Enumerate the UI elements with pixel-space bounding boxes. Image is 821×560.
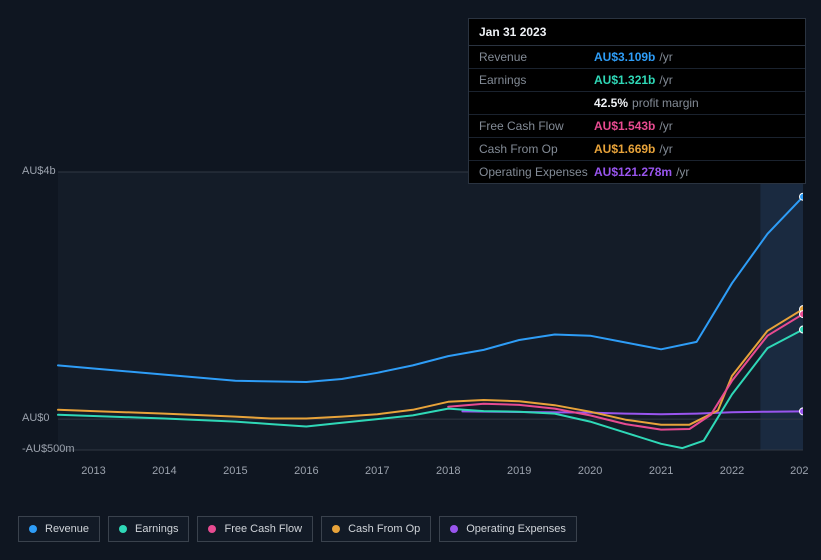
tooltip-label: Operating Expenses bbox=[479, 165, 594, 179]
legend-swatch bbox=[119, 525, 127, 533]
x-axis-label: 2018 bbox=[436, 465, 460, 477]
tooltip-value-wrap: AU$1.321b/yr bbox=[594, 73, 673, 87]
tooltip-value: AU$1.543b bbox=[594, 119, 655, 133]
series-endpoint-fcf bbox=[800, 311, 804, 318]
tooltip-label: Revenue bbox=[479, 50, 594, 64]
tooltip-value: AU$1.669b bbox=[594, 142, 655, 156]
x-axis-label: 2017 bbox=[365, 465, 389, 477]
legend-label: Cash From Op bbox=[348, 523, 420, 535]
chart-svg bbox=[18, 160, 803, 480]
legend-swatch bbox=[29, 525, 37, 533]
tooltip-row: 42.5% profit margin bbox=[469, 92, 805, 115]
tooltip-suffix: /yr bbox=[659, 50, 672, 64]
series-endpoint-earnings bbox=[800, 326, 804, 333]
tooltip-label bbox=[479, 96, 594, 110]
chart-area[interactable]: AU$4b AU$0 -AU$500m 2013 2014 2015 2016 2017 20… bbox=[18, 160, 803, 480]
x-axis-label: 2015 bbox=[223, 465, 247, 477]
legend-item-cfo[interactable]: Cash From Op bbox=[321, 516, 431, 542]
x-axis-label: 2022 bbox=[720, 465, 744, 477]
tooltip-row: EarningsAU$1.321b/yr bbox=[469, 69, 805, 92]
x-axis-label: 2014 bbox=[152, 465, 176, 477]
tooltip-label: Cash From Op bbox=[479, 142, 594, 156]
y-axis-label: -AU$500m bbox=[22, 443, 75, 455]
legend-item-earnings[interactable]: Earnings bbox=[108, 516, 189, 542]
x-axis-label: 2019 bbox=[507, 465, 531, 477]
tooltip-suffix: /yr bbox=[659, 73, 672, 87]
tooltip-value-wrap: AU$121.278m/yr bbox=[594, 165, 689, 179]
tooltip-row: Operating ExpensesAU$121.278m/yr bbox=[469, 161, 805, 183]
series-endpoint-revenue bbox=[800, 193, 804, 200]
y-axis-label: AU$0 bbox=[22, 412, 50, 424]
x-axis-label: 2013 bbox=[81, 465, 105, 477]
x-axis-label: 2020 bbox=[578, 465, 602, 477]
x-axis-label: 2016 bbox=[294, 465, 318, 477]
legend-swatch bbox=[208, 525, 216, 533]
tooltip-suffix: /yr bbox=[659, 142, 672, 156]
legend-item-fcf[interactable]: Free Cash Flow bbox=[197, 516, 313, 542]
legend: Revenue Earnings Free Cash Flow Cash From O… bbox=[18, 516, 577, 542]
tooltip-date: Jan 31 2023 bbox=[469, 19, 805, 46]
tooltip-label: Earnings bbox=[479, 73, 594, 87]
tooltip-value: AU$121.278m bbox=[594, 165, 672, 179]
tooltip-label: Free Cash Flow bbox=[479, 119, 594, 133]
tooltip-row: Free Cash FlowAU$1.543b/yr bbox=[469, 115, 805, 138]
tooltip-row: Cash From OpAU$1.669b/yr bbox=[469, 138, 805, 161]
chart-container: Jan 31 2023 RevenueAU$3.109b/yrEarningsA… bbox=[0, 0, 821, 560]
x-axis-label: 2021 bbox=[649, 465, 673, 477]
legend-label: Operating Expenses bbox=[466, 523, 566, 535]
tooltip-suffix: /yr bbox=[659, 119, 672, 133]
legend-label: Free Cash Flow bbox=[224, 523, 302, 535]
tooltip-value: AU$1.321b bbox=[594, 73, 655, 87]
tooltip-value-wrap: AU$1.669b/yr bbox=[594, 142, 673, 156]
tooltip-suffix: /yr bbox=[676, 165, 689, 179]
series-endpoint-opex bbox=[800, 408, 804, 415]
tooltip-box: Jan 31 2023 RevenueAU$3.109b/yrEarningsA… bbox=[468, 18, 806, 184]
tooltip-value: AU$3.109b bbox=[594, 50, 655, 64]
tooltip-value: 42.5% bbox=[594, 96, 628, 110]
legend-swatch bbox=[332, 525, 340, 533]
legend-label: Earnings bbox=[135, 523, 178, 535]
tooltip-value-wrap: AU$1.543b/yr bbox=[594, 119, 673, 133]
tooltip-row: RevenueAU$3.109b/yr bbox=[469, 46, 805, 69]
legend-swatch bbox=[450, 525, 458, 533]
x-axis-label: 202 bbox=[790, 465, 808, 477]
y-axis-label: AU$4b bbox=[22, 165, 56, 177]
legend-item-opex[interactable]: Operating Expenses bbox=[439, 516, 577, 542]
tooltip-value-wrap: AU$3.109b/yr bbox=[594, 50, 673, 64]
tooltip-value-wrap: 42.5% profit margin bbox=[594, 96, 699, 110]
tooltip-suffix: profit margin bbox=[632, 96, 699, 110]
legend-label: Revenue bbox=[45, 523, 89, 535]
legend-item-revenue[interactable]: Revenue bbox=[18, 516, 100, 542]
